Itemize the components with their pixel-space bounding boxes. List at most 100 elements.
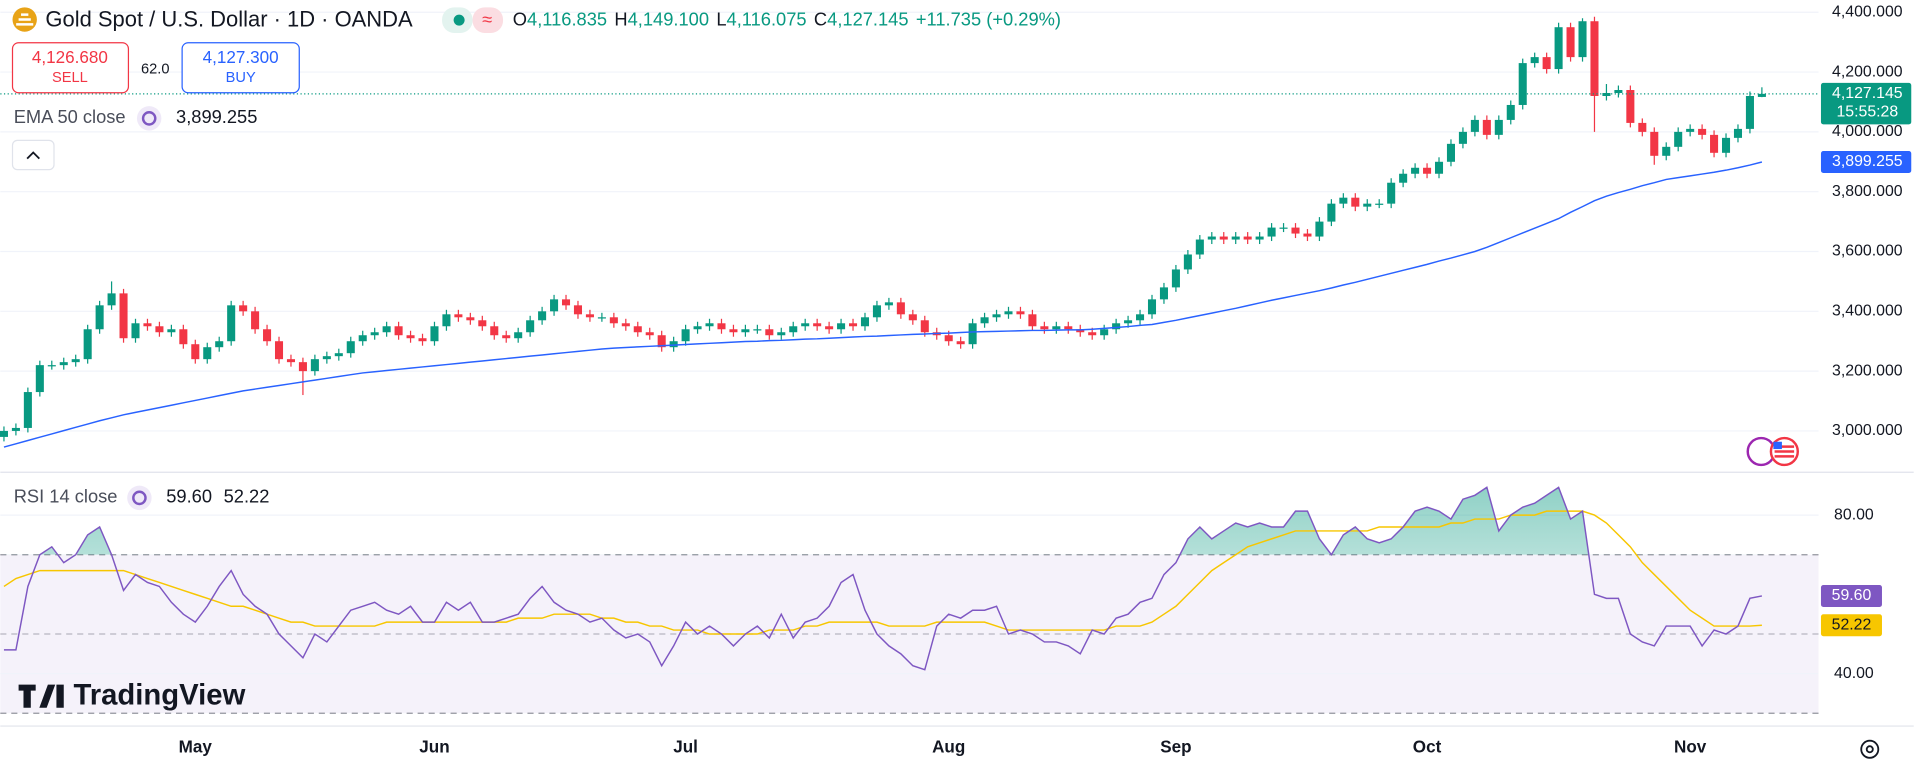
candle-body [478,320,487,327]
candle-body [59,362,68,366]
candle-body [1112,323,1121,330]
candle-body [322,356,331,360]
candle-body [825,326,834,330]
ema-settings-glyph [141,111,157,126]
ohlc-letter: O [513,9,527,30]
candle-body [251,311,260,330]
symbol-title: Gold Spot / U.S. Dollar · 1D · OANDA [45,7,413,32]
candle-body [119,293,128,339]
candle-body [992,314,1001,318]
ohlc-legend: O4,116.835 H4,149.100 L4,116.075 C4,127.145… [513,9,1061,30]
y-tick-label: 3,200.000 [1832,362,1903,379]
candle-body [1458,131,1467,144]
candle-body [1291,227,1300,234]
candle-body [1542,57,1551,70]
ohlc-value: 4,149.100 [628,9,709,30]
rsi-badge-label: 52.22 [1832,616,1872,633]
candle-body [286,359,295,363]
candle-body [143,323,152,327]
candle-body [1638,122,1647,132]
candle-body [71,359,80,363]
data-status-icon: ≈ [482,9,492,30]
rsi-settings-icon[interactable] [127,485,152,511]
candle-body [1626,90,1635,123]
candle-body [310,359,319,372]
x-tick-label: Jul [673,738,698,757]
candle-body [1100,329,1109,336]
x-tick-label: Nov [1674,738,1707,757]
sell-price: 4,126.680 [32,48,108,67]
x-tick-label: Oct [1413,738,1442,757]
ema-settings-icon[interactable] [136,106,162,131]
sell-button[interactable] [11,42,130,94]
candle-body [717,323,726,330]
settings-gear-hub [1865,745,1874,754]
candle-body [813,323,822,327]
candle-body [430,326,439,342]
candle-body [1387,182,1396,204]
candle-body [1446,143,1455,162]
candle-body [1554,27,1563,70]
candle-body [1159,287,1168,300]
candle-body [550,299,559,312]
candle-body [753,329,762,331]
candle-body [741,329,750,333]
candle-body [944,335,953,342]
candle-body [1231,236,1240,240]
sell-label: SELL [52,70,88,86]
y-tick-label: 40.00 [1834,665,1874,682]
x-tick-label: Sep [1160,738,1191,757]
candle-body [1076,329,1085,333]
candle-body [1064,326,1073,330]
candle-body [1721,137,1731,153]
candle-body [1662,146,1671,156]
ohlc-letter: C [814,9,827,30]
candle-body [179,329,188,345]
candle-body [1614,90,1623,94]
candle-body [956,341,965,345]
candle-body [980,317,989,324]
rsi-legend-value: 59.60 [166,486,212,507]
last-price-badge [1820,82,1912,125]
buy-price: 4,127.300 [203,48,279,67]
candle-body [1375,203,1384,205]
buy-button[interactable] [181,42,300,94]
logo-text: TradingView [74,679,246,712]
logo-mark [18,684,64,708]
candle-body [1052,326,1061,330]
candle-body [1136,314,1145,321]
candle-body [1698,128,1707,135]
candle-body [837,323,846,330]
rsi-badge-label: 59.60 [1832,587,1872,604]
candle-body [1028,314,1037,327]
collapse-button[interactable] [11,139,55,171]
candle-body [155,326,164,333]
plot-layer [0,16,1819,671]
candle-body [1590,21,1599,96]
candle-body [1757,93,1766,97]
ema-legend-name: EMA 50 close [14,106,126,127]
candle-body [1733,128,1743,138]
data-status[interactable] [472,7,504,33]
countdown-label: 15:55:28 [1836,103,1898,120]
candle-body [1267,227,1276,237]
candle-body [1745,95,1754,129]
candle-body [1219,236,1228,240]
x-tick-label: Jun [419,738,449,757]
settings-gear[interactable] [1860,739,1880,759]
candle-body [920,320,929,333]
candle-body [573,305,583,315]
ema-legend-value: 3,899.255 [176,106,257,127]
rsi-ma-legend-value: 52.22 [224,486,270,507]
candle-body [382,326,391,333]
x-tick-label: May [179,738,213,757]
candle-body [1147,299,1157,315]
market-status-dot [453,14,465,26]
change: +11.735 (+0.29%) [916,9,1061,30]
candle-body [334,353,343,357]
candle-body [514,332,523,339]
rsi-band-background [0,554,1819,714]
background-layer [0,11,1819,714]
candle-body [454,314,463,318]
candle-body [274,341,284,360]
